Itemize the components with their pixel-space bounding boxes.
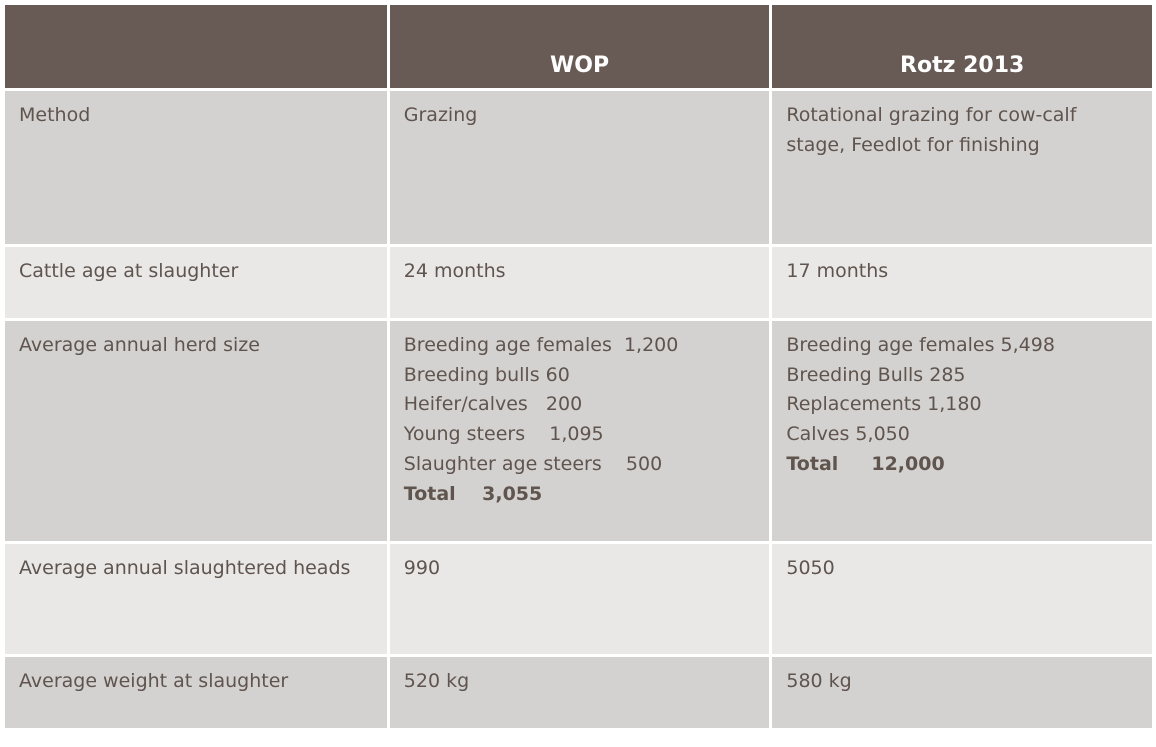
row-label: Method: [5, 91, 387, 244]
rotz-cell: 5050: [772, 544, 1152, 654]
cell-line: Breeding age females 5,498: [786, 334, 1055, 356]
cell-line: 520 kg: [403, 670, 470, 692]
row-cattle-age: Cattle age at slaughter 24 months 17 mon…: [5, 247, 1152, 318]
rotz-cell: Breeding age females 5,498 Breeding Bull…: [772, 321, 1152, 541]
cell-line: stage, Feedlot for finishing: [786, 133, 1040, 156]
cell-line: Breeding Bulls 285: [786, 363, 966, 386]
row-herd-size: Average annual herd size Breeding age fe…: [5, 321, 1152, 541]
row-weight: Average weight at slaughter 520 kg 580 k…: [5, 657, 1152, 728]
row-slaughtered-heads: Average annual slaughtered heads 990 505…: [5, 544, 1152, 654]
wop-cell: 990: [389, 544, 770, 654]
wop-total: Total 3,055: [403, 482, 543, 505]
wop-cell: Grazing: [389, 91, 770, 244]
row-label: Average annual herd size: [5, 321, 387, 541]
cell-line: Breeding bulls 60: [403, 363, 570, 386]
cell-line: Young steers 1,095: [403, 423, 604, 446]
cell-line: Breeding age females 1,200: [403, 334, 679, 356]
rotz-cell: 580 kg: [772, 657, 1152, 728]
cell-line: Grazing: [403, 104, 478, 126]
comparison-table: WOP Rotz 2013 Method Grazing Rotational …: [2, 2, 1155, 731]
wop-cell: Breeding age females 1,200 Breeding bull…: [389, 321, 770, 541]
cell-line: 5050: [786, 557, 835, 579]
cell-line: Heifer/calves 200: [403, 393, 583, 416]
cell-line: Calves 5,050: [786, 423, 910, 446]
cell-line: Replacements 1,180: [786, 393, 982, 416]
rotz-cell: 17 months: [772, 247, 1152, 318]
cell-line: 17 months: [786, 260, 889, 282]
wop-cell: 520 kg: [389, 657, 770, 728]
row-label: Cattle age at slaughter: [5, 247, 387, 318]
row-label: Average weight at slaughter: [5, 657, 387, 728]
cell-line: Rotational grazing for cow-calf: [786, 104, 1077, 126]
cell-line: 24 months: [403, 260, 506, 282]
header-wop: WOP: [389, 5, 770, 88]
cell-line: 990: [403, 557, 441, 579]
cell-line: Slaughter age steers 500: [403, 452, 663, 475]
header-row: WOP Rotz 2013: [5, 5, 1152, 88]
wop-cell: 24 months: [389, 247, 770, 318]
row-method: Method Grazing Rotational grazing for co…: [5, 91, 1152, 244]
rotz-cell: Rotational grazing for cow-calf stage, Fe…: [772, 91, 1152, 244]
header-rotz: Rotz 2013: [772, 5, 1152, 88]
cell-line: 580 kg: [786, 670, 852, 692]
row-label: Average annual slaughtered heads: [5, 544, 387, 654]
rotz-total: Total 12,000: [786, 452, 945, 475]
header-empty: [5, 5, 387, 88]
